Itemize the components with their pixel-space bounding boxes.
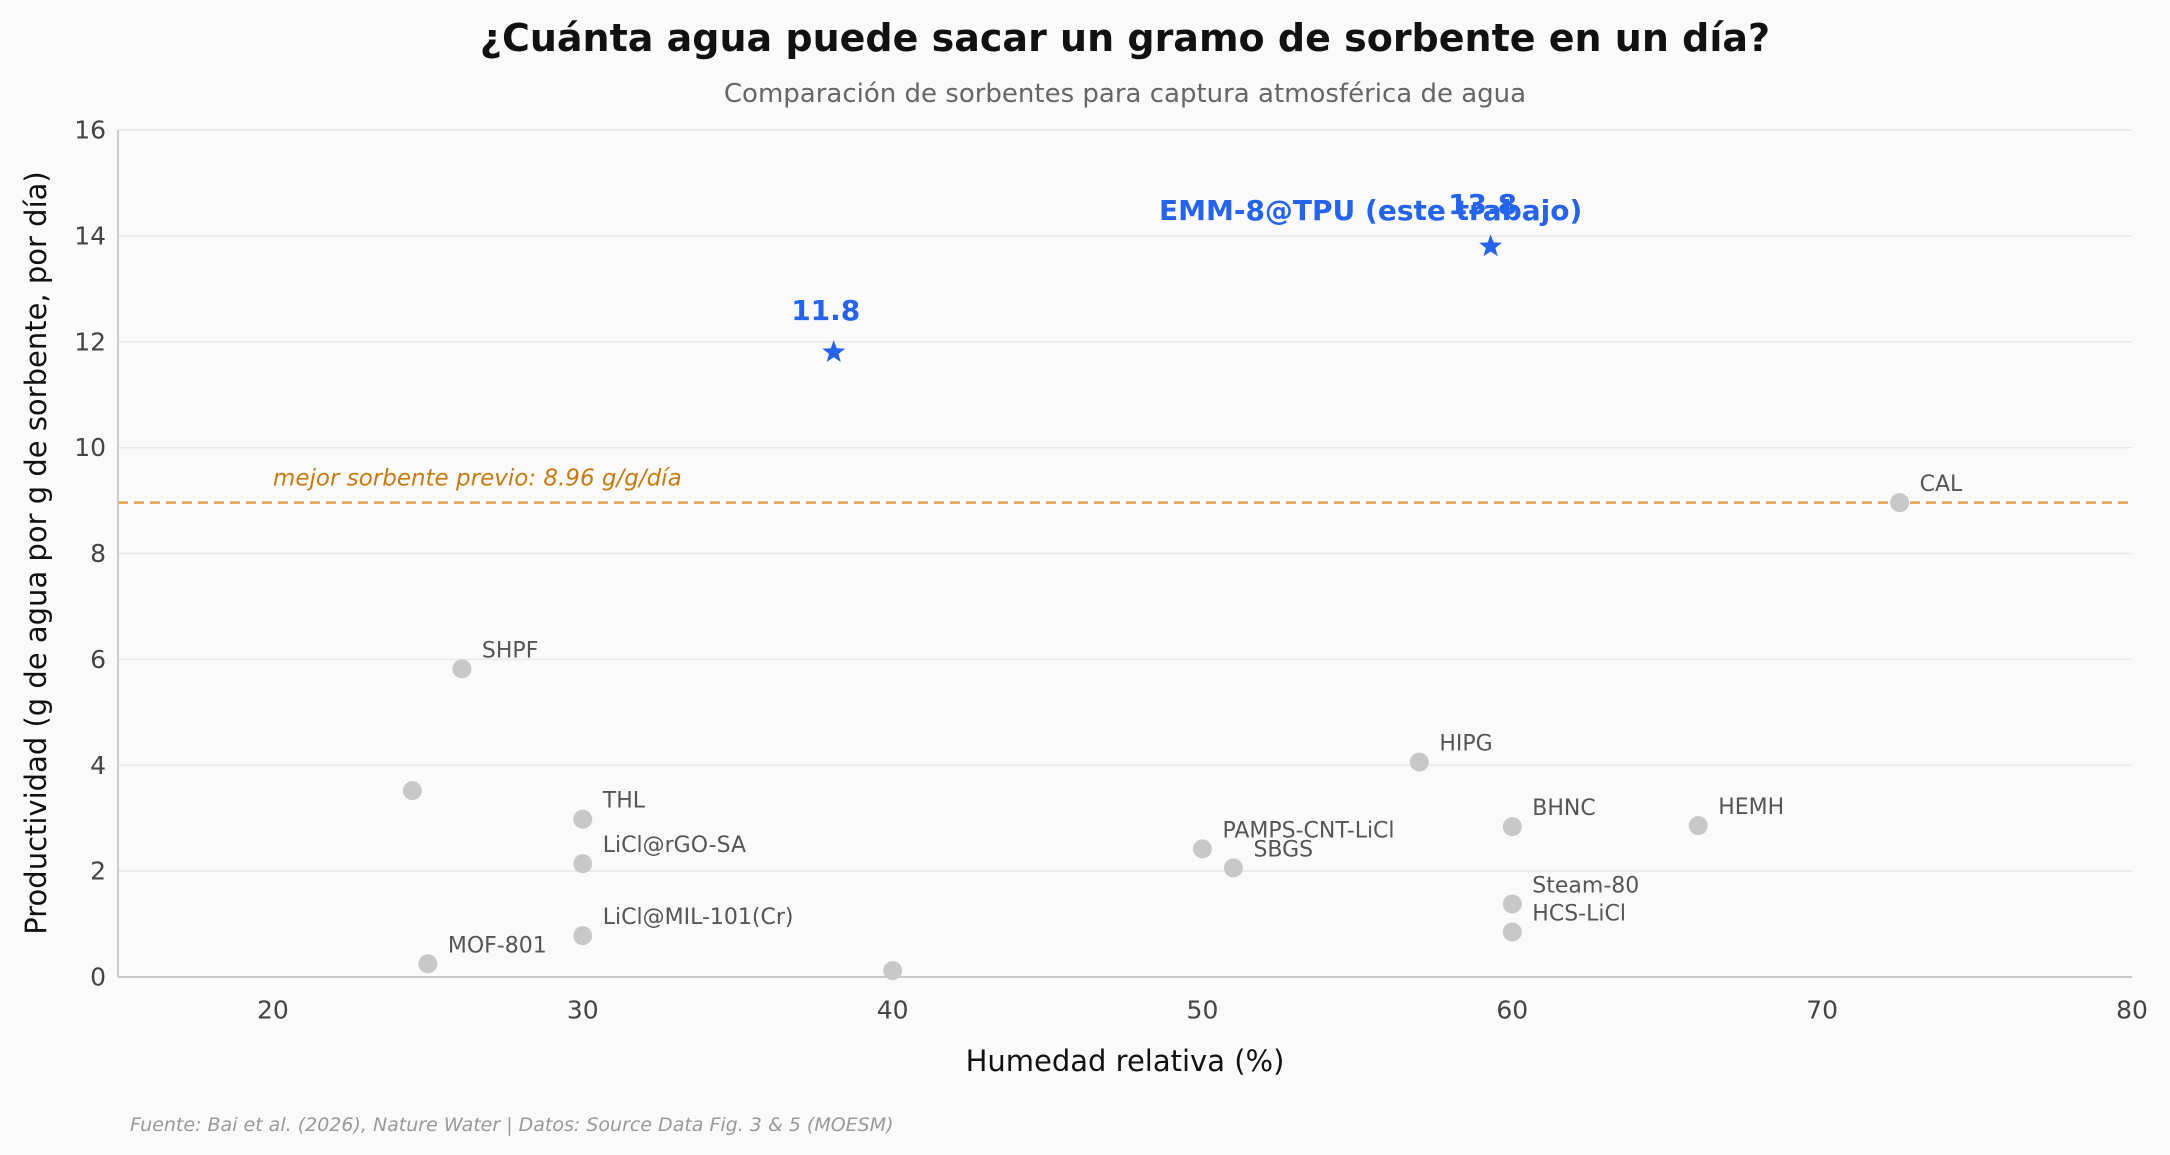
data-point-label: HEMH — [1718, 795, 1784, 820]
data-point-label: MOF-801 — [448, 933, 547, 958]
y-tick-label: 10 — [74, 433, 106, 462]
data-point-label: Steam-80 — [1532, 873, 1639, 898]
highlight-value-label: 13.8 — [1448, 188, 1517, 221]
x-tick-label: 60 — [1496, 996, 1528, 1025]
y-tick-label: 12 — [74, 327, 106, 356]
chart-title: ¿Cuánta agua puede sacar un gramo de sor… — [480, 16, 1770, 60]
highlight-value-label: 11.8 — [791, 294, 860, 327]
data-point-label: PAMPS-CNT-LiCl — [1222, 818, 1394, 843]
data-point-label: LiCl@rGO-SA — [603, 833, 746, 858]
axes: 0 2 4 6 8 10 12 14 16 20 30 40 50 60 70 80 — [74, 116, 2148, 1025]
data-point — [573, 926, 593, 946]
data-point-label: LiCl@MIL-101(Cr) — [603, 905, 794, 930]
grid — [118, 129, 2132, 978]
reference-line-label: mejor sorbente previo: 8.96 g/g/día — [273, 466, 682, 492]
y-tick-label: 0 — [90, 963, 106, 992]
x-axis-label: Humedad relativa (%) — [966, 1044, 1285, 1078]
source-note: Fuente: Bai et al. (2026), Nature Water … — [130, 1114, 894, 1136]
data-point — [1409, 752, 1429, 772]
data-points — [402, 234, 1910, 981]
data-point — [1502, 817, 1522, 837]
data-point-label: CAL — [1920, 472, 1963, 497]
data-point — [418, 954, 438, 974]
x-tick-label: 50 — [1187, 996, 1219, 1025]
data-point — [1223, 858, 1243, 878]
y-tick-label: 4 — [90, 751, 106, 780]
data-point-label: HIPG — [1439, 732, 1492, 757]
y-tick-label: 14 — [74, 221, 106, 250]
data-point-label: THL — [602, 789, 646, 814]
x-tick-label: 20 — [257, 996, 289, 1025]
y-axis-label: Productividad (g de agua por g de sorben… — [19, 171, 53, 934]
data-point — [1502, 894, 1522, 914]
x-tick-label: 40 — [877, 996, 909, 1025]
y-tick-label: 6 — [90, 645, 106, 674]
x-tick-label: 80 — [2116, 996, 2148, 1025]
star-icon — [1479, 234, 1502, 257]
y-tick-label: 8 — [90, 539, 106, 568]
data-point-label: HCS-LiCl — [1532, 902, 1626, 927]
x-tick-label: 30 — [567, 996, 599, 1025]
y-tick-label: 2 — [90, 857, 106, 886]
data-point — [1890, 493, 1910, 513]
data-point — [402, 781, 422, 801]
data-point — [883, 961, 903, 981]
data-point — [1688, 816, 1708, 836]
data-point-label: SBGS — [1253, 837, 1313, 862]
x-tick-label: 70 — [1806, 996, 1838, 1025]
data-point — [1192, 839, 1212, 859]
reference-line-group: mejor sorbente previo: 8.96 g/g/día — [118, 466, 2132, 504]
data-point — [452, 659, 472, 679]
highlight-series-label: EMM-8@TPU (este trabajo) — [1159, 194, 1582, 227]
data-point — [573, 809, 593, 829]
point-labels: SHPF THL LiCl@rGO-SA LiCl@MIL-101(Cr) MOF-80… — [448, 188, 1963, 958]
data-point-label: BHNC — [1532, 796, 1595, 821]
data-point-label: SHPF — [482, 638, 538, 663]
data-point — [1502, 922, 1522, 942]
y-tick-label: 16 — [74, 116, 106, 145]
chart-subtitle: Comparación de sorbentes para captura at… — [724, 79, 1526, 109]
data-point — [573, 854, 593, 874]
star-icon — [822, 340, 846, 362]
